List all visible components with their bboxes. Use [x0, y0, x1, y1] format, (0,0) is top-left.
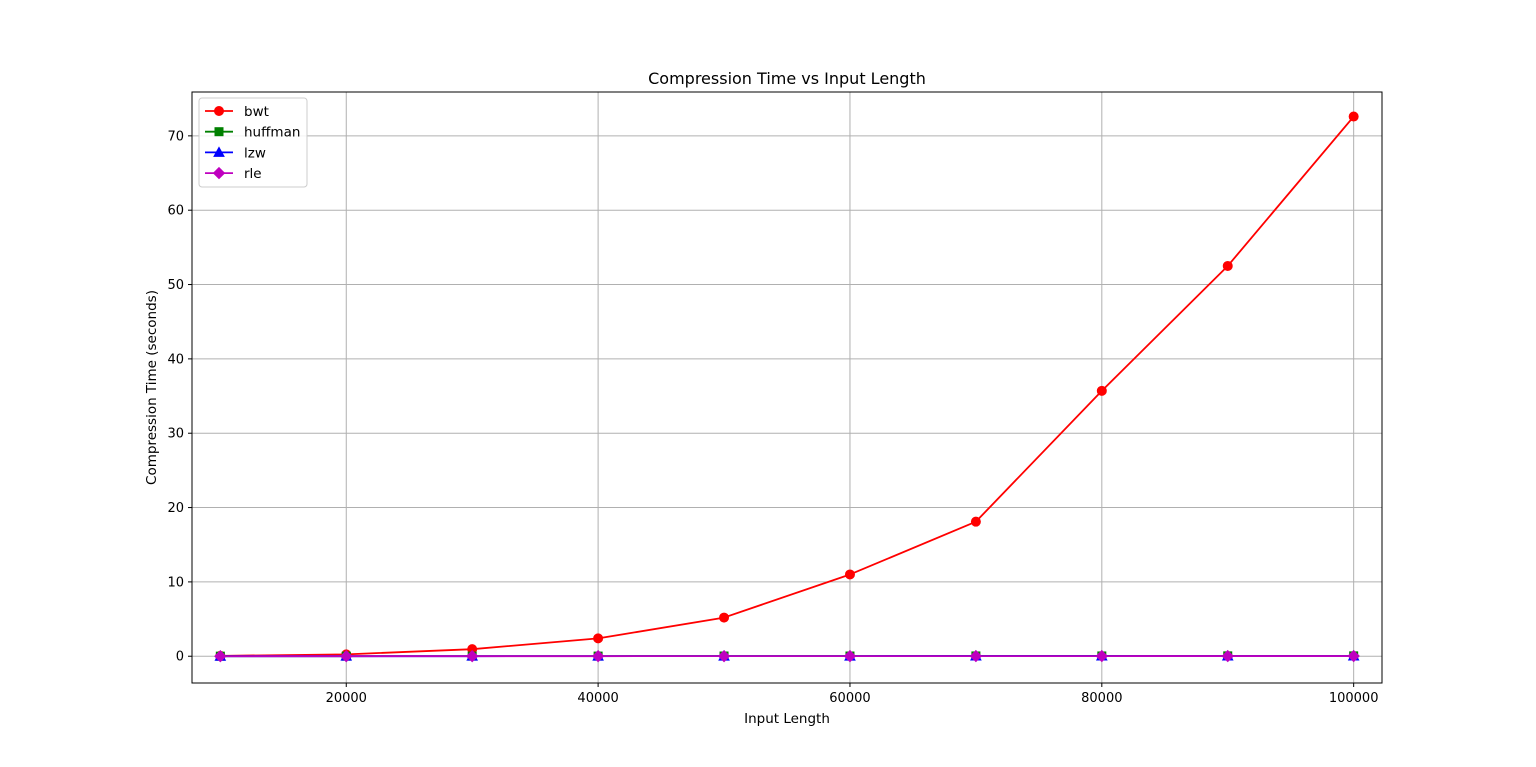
legend-marker-rle	[212, 166, 226, 180]
data-point-rle	[340, 649, 353, 663]
x-tick-label: 20000	[326, 691, 367, 706]
data-point-rle	[1221, 649, 1234, 663]
x-tick-label: 40000	[577, 691, 618, 706]
legend-item-lzw: lzw	[205, 145, 266, 161]
data-point-rle	[1095, 649, 1109, 663]
data-point-bwt	[1096, 385, 1107, 396]
x-tick-label: 60000	[829, 691, 870, 706]
ticks: 20000 40000 60000 80000 100000 0 10 20 30 40 50 60 7…	[167, 129, 1378, 706]
legend-label: bwt	[244, 104, 269, 120]
y-tick-label: 10	[167, 575, 184, 590]
data-point-rle	[465, 649, 479, 663]
data-point-bwt	[719, 612, 730, 623]
legend-item-huffman: huffman	[205, 125, 300, 141]
series-bwt	[215, 111, 1359, 661]
data-point-rle	[843, 649, 857, 663]
legend-marker-huffman	[214, 127, 224, 137]
legend-marker-lzw	[213, 146, 225, 157]
data-point-bwt	[1348, 111, 1359, 122]
x-axis-label: Input Length	[744, 711, 830, 727]
legend-box	[198, 97, 308, 188]
y-tick-label: 40	[167, 352, 184, 367]
y-tick-label: 50	[167, 278, 184, 293]
data-point-rle	[214, 650, 227, 663]
y-tick-label: 30	[167, 427, 184, 442]
data-point-rle	[969, 649, 983, 663]
y-tick-label: 0	[176, 650, 184, 665]
data-point-bwt	[1222, 260, 1233, 271]
legend-label: lzw	[244, 145, 266, 161]
series-layer	[214, 111, 1360, 663]
series-rle	[214, 649, 1360, 663]
data-point-rle	[1347, 649, 1360, 663]
data-point-bwt	[593, 633, 604, 644]
x-tick-label: 100000	[1329, 691, 1379, 706]
y-axis-label: Compression Time (seconds)	[144, 290, 160, 485]
grid	[192, 92, 1382, 683]
y-tick-label: 60	[167, 204, 184, 219]
chart-title: Compression Time vs Input Length	[648, 69, 926, 88]
y-tick-label: 70	[167, 129, 184, 144]
legend-label: rle	[244, 166, 262, 182]
legend-marker-bwt	[214, 106, 224, 116]
y-tick-label: 20	[167, 501, 184, 516]
plot-area-frame	[191, 91, 1383, 684]
data-point-bwt	[844, 569, 855, 580]
data-point-bwt	[970, 516, 981, 527]
legend: bwt huffman lzw rle	[198, 97, 308, 188]
data-point-rle	[591, 649, 605, 663]
x-tick-label: 80000	[1081, 691, 1122, 706]
data-point-rle	[717, 649, 731, 663]
legend-label: huffman	[244, 125, 300, 141]
legend-item-rle: rle	[205, 166, 262, 182]
legend-item-bwt: bwt	[205, 104, 269, 120]
series-line-bwt	[220, 115, 1355, 657]
